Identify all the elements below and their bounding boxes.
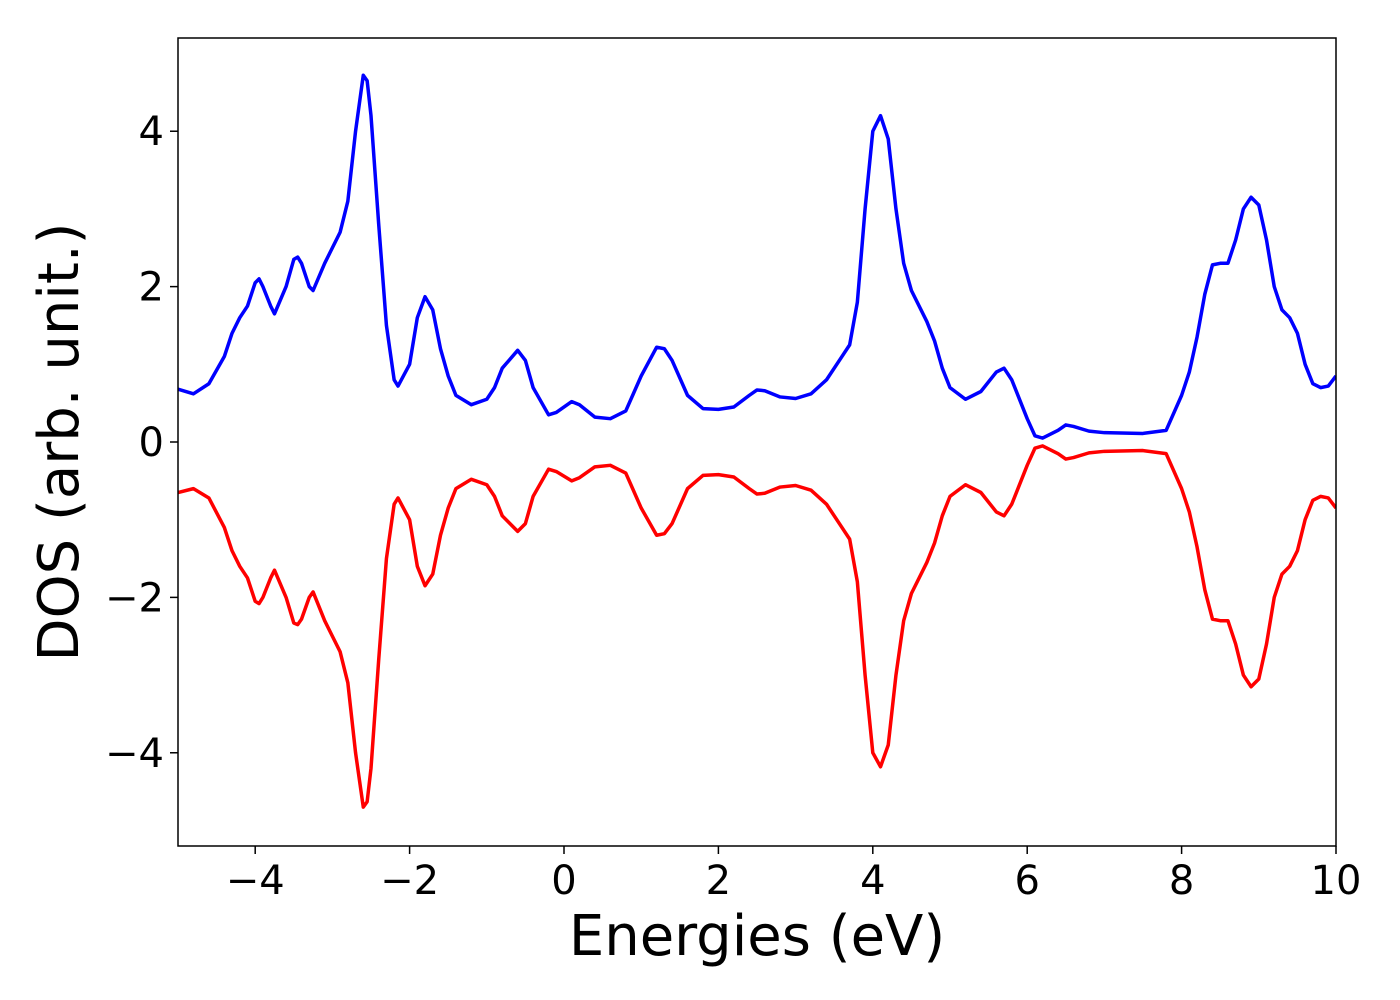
y-tick-label: 4 [139,109,164,155]
x-tick-label: 0 [551,858,576,904]
x-axis-label: Energies (eV) [569,904,945,969]
series-line [178,73,1336,440]
x-tick-label: 10 [1311,858,1362,904]
series-line [178,444,1336,809]
x-tick-label: −4 [226,858,285,904]
plot-frame [177,37,1337,847]
y-tick-label: 0 [139,420,164,466]
x-tick-label: 2 [706,858,731,904]
x-tick-label: −2 [380,858,439,904]
y-tick-label: −2 [105,575,164,621]
x-tick-label: 4 [860,858,885,904]
y-tick-label: 2 [139,265,164,311]
y-axis-label: DOS (arb. unit.) [27,222,92,661]
y-tick-label: −4 [105,731,164,777]
x-tick-label: 6 [1014,858,1039,904]
x-tick-label: 8 [1169,858,1194,904]
